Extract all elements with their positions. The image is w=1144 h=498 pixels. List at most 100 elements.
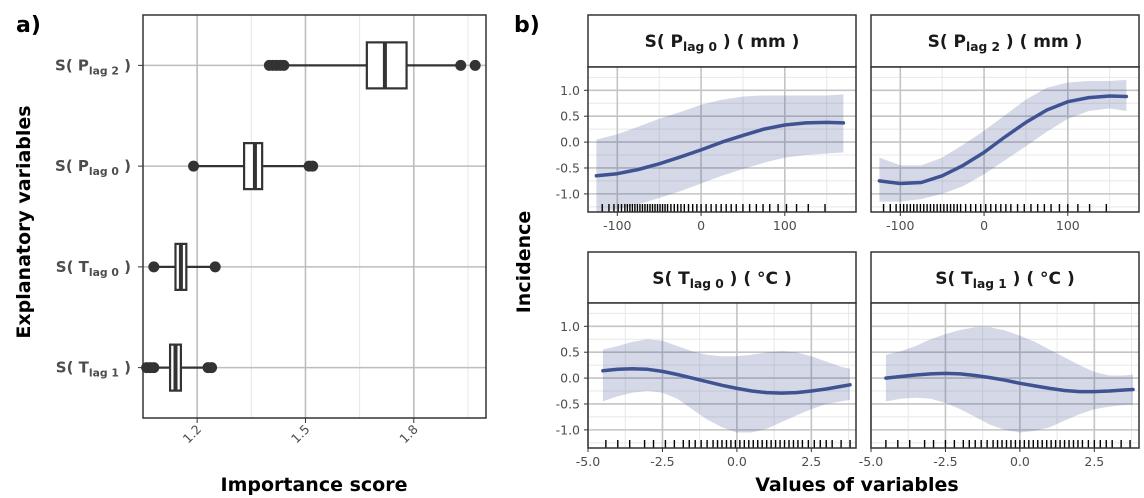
y-tick-label: S( Tlag 1 ) bbox=[56, 359, 131, 380]
x-tick-label: 0 bbox=[697, 218, 705, 233]
facet-title: S( Plag 0 ) ( mm ) bbox=[645, 32, 800, 54]
facet-title-main: S( T bbox=[935, 269, 973, 289]
confidence-ribbon bbox=[879, 79, 1127, 202]
facet-title-sub: lag 0 bbox=[690, 277, 724, 291]
facet-title-main: S( T bbox=[652, 269, 690, 289]
outlier-point bbox=[148, 261, 160, 273]
facet-strip bbox=[870, 251, 1140, 304]
outlier-point bbox=[278, 59, 290, 71]
facet-background bbox=[588, 67, 856, 212]
facet-title: S( Plag 2 ) ( mm ) bbox=[928, 32, 1083, 54]
y-tick-label: 1.0 bbox=[560, 83, 580, 98]
y-tick-label: S( Tlag 0 ) bbox=[56, 258, 131, 279]
panel-a-xlabel: Importance score bbox=[221, 474, 408, 496]
x-tick-label: 0.0 bbox=[1010, 454, 1030, 469]
box-3 bbox=[141, 343, 218, 392]
facet-border bbox=[870, 302, 1140, 449]
facet-1: S( Plag 2 ) ( mm ) -100 0 100 bbox=[870, 14, 1140, 233]
y-tick-label-end: ) bbox=[119, 157, 131, 175]
outlier-point bbox=[206, 362, 218, 374]
panel-b-ylabel: Incidence bbox=[513, 211, 535, 314]
plot-background bbox=[143, 15, 486, 418]
x-tick-label: -5.0 bbox=[859, 454, 883, 469]
facet-background bbox=[871, 67, 1139, 212]
facet-title-end: ) ( °C ) bbox=[1007, 269, 1075, 289]
facet-strip bbox=[587, 251, 857, 304]
x-tick-label: 1.2 bbox=[180, 422, 205, 447]
y-tick-label: -0.5 bbox=[556, 160, 580, 175]
facet-2: S( Tlag 0 ) ( °C ) -1.0 -0.5 0.0 0.5 1.0 -5.0 -… bbox=[556, 251, 857, 469]
panel-a-label: a) bbox=[16, 13, 41, 38]
y-tick-label: 0.0 bbox=[560, 371, 580, 386]
plot-border bbox=[142, 14, 487, 419]
facet-0: S( Plag 0 ) ( mm ) -1.0 -0.5 0.0 0.5 1.0 -100 0… bbox=[556, 14, 857, 233]
y-tick-label: -0.5 bbox=[556, 396, 580, 411]
facet-border bbox=[587, 302, 857, 449]
y-tick-label-main: S( T bbox=[56, 258, 90, 276]
facet-title-end: ) ( mm ) bbox=[717, 32, 799, 52]
x-tick-label: 1.5 bbox=[288, 422, 313, 447]
y-tick-label-sub: lag 1 bbox=[89, 367, 119, 380]
y-tick-label-end: ) bbox=[119, 258, 131, 276]
box-2 bbox=[148, 242, 221, 291]
x-tick-label: -100 bbox=[886, 218, 914, 233]
y-tick-label-end: ) bbox=[119, 56, 131, 74]
x-tick-label: 100 bbox=[773, 218, 797, 233]
smooth-line bbox=[601, 367, 852, 395]
y-tick-label-sub: lag 2 bbox=[89, 64, 119, 77]
box-1 bbox=[188, 142, 319, 191]
y-tick-label: 0.0 bbox=[560, 135, 580, 150]
outlier-point bbox=[188, 160, 200, 172]
x-tick-label: -100 bbox=[603, 218, 631, 233]
y-tick-label: S( Plag 2 ) bbox=[55, 56, 131, 77]
panel-b-label: b) bbox=[514, 13, 540, 38]
y-tick-label: S( Plag 0 ) bbox=[55, 157, 131, 178]
x-tick-label: 100 bbox=[1056, 218, 1080, 233]
y-tick-label-sub: lag 0 bbox=[89, 266, 119, 279]
facet-border bbox=[870, 66, 1140, 213]
outlier-point bbox=[455, 59, 467, 71]
smooth-line bbox=[877, 94, 1129, 186]
x-tick-label: 0.0 bbox=[727, 454, 747, 469]
x-tick-label: 2.5 bbox=[1084, 454, 1104, 469]
facet-title-sub: lag 2 bbox=[966, 40, 1000, 54]
y-tick-label-end: ) bbox=[119, 359, 131, 377]
outlier-point bbox=[148, 362, 160, 374]
x-tick-label: -2.5 bbox=[650, 454, 674, 469]
y-tick-label: -1.0 bbox=[556, 186, 580, 201]
smooth-line bbox=[594, 120, 846, 178]
facet-border bbox=[587, 66, 857, 213]
x-tick-label: 1.8 bbox=[396, 421, 421, 446]
outlier-point bbox=[307, 160, 319, 172]
facet-title: S( Tlag 1 ) ( °C ) bbox=[935, 269, 1074, 291]
facet-title-end: ) ( °C ) bbox=[724, 269, 792, 289]
y-tick-label-main: S( T bbox=[56, 359, 90, 377]
y-tick-label-main: S( P bbox=[55, 56, 89, 74]
panel-b-xlabel: Values of variables bbox=[755, 474, 959, 496]
facet-title-sub: lag 0 bbox=[683, 40, 717, 54]
outlier-point bbox=[469, 59, 481, 71]
panel-a-ylabel: Explanatory variables bbox=[13, 105, 35, 338]
box-0 bbox=[263, 41, 481, 90]
y-tick-label: 1.0 bbox=[560, 319, 580, 334]
y-tick-label: 0.5 bbox=[560, 345, 580, 360]
facet-title-main: S( P bbox=[645, 32, 683, 52]
facet-3: S( Tlag 1 ) ( °C ) -5.0 -2.5 0.0 2.5 bbox=[859, 251, 1140, 469]
x-tick-label: -5.0 bbox=[576, 454, 600, 469]
facet-title: S( Tlag 0 ) ( °C ) bbox=[652, 269, 791, 291]
facet-title-sub: lag 1 bbox=[973, 277, 1007, 291]
smooth-facets: S( Plag 0 ) ( mm )-1.0-0.50.00.51.0-100 0… bbox=[556, 14, 1140, 469]
smooth-line bbox=[884, 371, 1135, 394]
y-tick-label: 0.5 bbox=[560, 109, 580, 124]
outlier-point bbox=[209, 261, 221, 273]
y-tick-label-main: S( P bbox=[55, 157, 89, 175]
x-tick-label: 0 bbox=[980, 218, 988, 233]
facet-title-main: S( P bbox=[928, 32, 966, 52]
x-tick-label: 2.5 bbox=[801, 454, 821, 469]
facet-title-end: ) ( mm ) bbox=[1000, 32, 1082, 52]
y-tick-label: -1.0 bbox=[556, 422, 580, 437]
importance-boxplot: 1.2 1.5 1.8S( Plag 2 )S( Plag 0 )S( Tlag 0… bbox=[55, 14, 487, 447]
x-tick-label: -2.5 bbox=[933, 454, 957, 469]
facet-strip bbox=[587, 14, 857, 68]
